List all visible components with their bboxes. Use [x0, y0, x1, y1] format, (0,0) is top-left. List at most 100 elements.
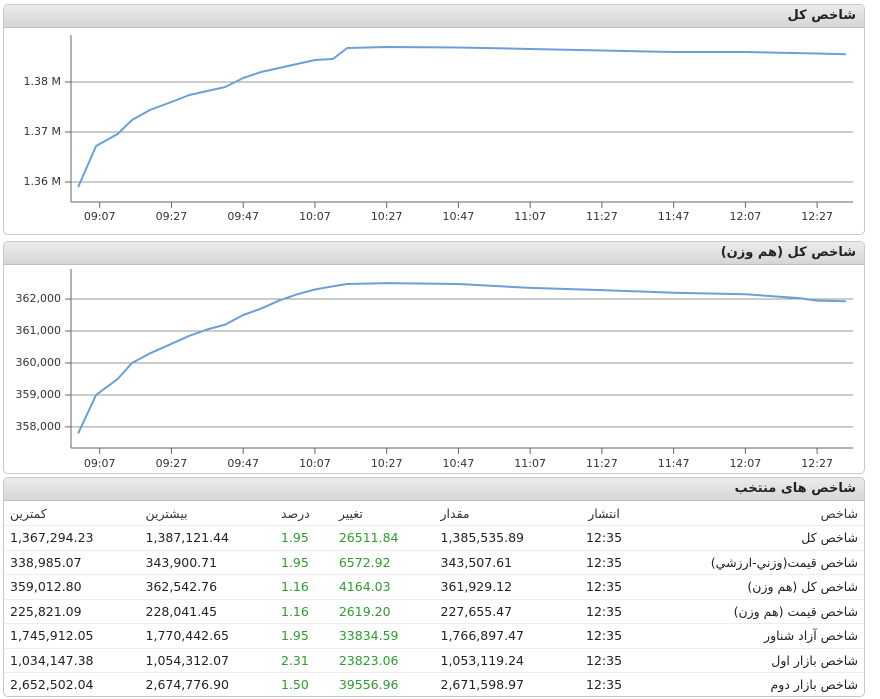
table-cell: 39556.96: [332, 672, 435, 696]
index-table: شاخص انتشار مقدار تغییر درصد بیشترین کمترین شاخ…: [4, 501, 864, 696]
table-cell: 2619.20: [332, 598, 435, 624]
x-tick-label: 12:27: [801, 457, 833, 470]
x-tick-label: 11:27: [586, 457, 618, 470]
y-tick-label: 361,000: [16, 324, 62, 337]
table-panel: شاخص های منتخب شاخص انتشار مقدار تغییر درصد ب…: [3, 477, 865, 697]
table-cell: 1,367,294.23: [4, 525, 140, 550]
x-tick-label: 10:47: [443, 210, 475, 223]
table-cell: 1,053,119.24: [434, 647, 570, 673]
table-cell: 1.50: [275, 672, 333, 696]
y-tick-label: 1.37 M: [24, 125, 61, 138]
table-cell: 225,821.09: [4, 598, 140, 624]
table-row: شاخص بازار دوم 12:35 2,671,598.97 39556.96 1…: [4, 672, 864, 696]
table-cell: 1,766,897.47: [434, 623, 570, 648]
table-cell: 26511.84: [332, 525, 435, 550]
x-tick-label: 09:27: [156, 210, 188, 223]
table-cell: 359,012.80: [4, 574, 140, 599]
x-tick-label: 10:07: [299, 457, 331, 470]
table-cell: 1,385,535.89: [434, 525, 570, 550]
table-cell: 2,671,598.97: [434, 672, 570, 696]
table-cell: 1,745,912.05: [4, 623, 140, 648]
x-tick-label: 12:27: [801, 210, 833, 223]
table-cell: شاخص قیمت (هم وزن): [638, 598, 864, 624]
x-tick-label: 11:47: [658, 457, 690, 470]
table-cell: 6572.92: [332, 549, 435, 575]
table-cell: 12:35: [569, 672, 639, 696]
series-line: [77, 282, 846, 434]
table-cell: 228,041.45: [139, 598, 275, 624]
x-tick-label: 09:07: [84, 210, 116, 223]
table-cell: 338,985.07: [4, 549, 140, 575]
table-cell: 12:35: [569, 598, 639, 624]
table-cell: 12:35: [569, 623, 639, 648]
table-cell: شاخص بازار دوم: [638, 672, 864, 696]
chart-panel: شاخص کل 1.36 M 1.37 M 1.38 M 09:07 09:27 09:4…: [3, 4, 865, 235]
table-cell: 2.31: [275, 647, 333, 673]
table-cell: 33834.59: [332, 623, 435, 648]
table-cell: شاخص آزاد شناور: [638, 623, 864, 648]
column-header: انتشار: [588, 505, 620, 521]
table-cell: 343,900.71: [139, 549, 275, 575]
table-cell: 1,387,121.44: [139, 525, 275, 550]
table-row: شاخص بازار اول 12:35 1,053,119.24 23823.06 2…: [4, 647, 864, 673]
table-cell: 1,770,442.65: [139, 623, 275, 648]
panel-title: شاخص کل: [4, 5, 864, 28]
column-header: شاخص: [820, 505, 858, 521]
table-cell: 1.16: [275, 598, 333, 624]
table-cell: شاخص کل (هم وزن): [638, 574, 864, 599]
table-cell: 1.95: [275, 623, 333, 648]
y-tick-label: 1.38 M: [24, 75, 61, 88]
column-header: کمترین: [10, 505, 47, 521]
table-cell: 1,034,147.38: [4, 647, 140, 673]
table-cell: 12:35: [569, 549, 639, 575]
table-cell: 2,652,502.04: [4, 672, 140, 696]
x-tick-label: 10:47: [443, 457, 475, 470]
x-tick-label: 09:47: [227, 210, 259, 223]
table-cell: 362,542.76: [139, 574, 275, 599]
series-line: [77, 46, 846, 188]
column-header: بیشترین: [145, 505, 188, 521]
x-tick-label: 10:27: [371, 210, 403, 223]
y-tick-label: 358,000: [16, 420, 62, 433]
table-cell: 1,054,312.07: [139, 647, 275, 673]
table-row: شاخص آزاد شناور 12:35 1,766,897.47 33834.59…: [4, 623, 864, 648]
table-cell: 1.95: [275, 525, 333, 550]
column-header: تغییر: [338, 505, 363, 521]
y-tick-label: 360,000: [16, 356, 62, 369]
x-tick-label: 12:07: [730, 457, 762, 470]
table-cell: شاخص قیمت(وزني-ارزشي): [638, 549, 864, 575]
chart: 1.36 M 1.37 M 1.38 M 09:07 09:27 09:47 10:07 10…: [24, 35, 853, 223]
x-tick-label: 09:47: [227, 457, 259, 470]
x-tick-label: 10:07: [299, 210, 331, 223]
table-cell: 227,655.47: [434, 598, 570, 624]
table-cell: 12:35: [569, 574, 639, 599]
y-tick-label: 1.36 M: [24, 175, 61, 188]
table-cell: 1.16: [275, 574, 333, 599]
table-row: شاخص قیمت (هم وزن) 12:35 227,655.47 2619.20…: [4, 598, 864, 624]
x-tick-label: 09:07: [84, 457, 116, 470]
x-tick-label: 11:27: [586, 210, 618, 223]
table-cell: 23823.06: [332, 647, 435, 673]
table-cell: شاخص بازار اول: [638, 647, 864, 673]
x-tick-label: 11:07: [514, 457, 546, 470]
table-cell: 12:35: [569, 525, 639, 550]
chart-panel: شاخص کل (هم وزن) 358,000 359,000 360,000 36…: [3, 241, 865, 474]
table-cell: 12:35: [569, 647, 639, 673]
panel-title: شاخص های منتخب: [4, 478, 864, 501]
table-row: شاخص کل 12:35 1,385,535.89 26511.84 1.95 1,38…: [4, 525, 864, 550]
column-header: درصد: [281, 505, 310, 521]
table-cell: 4164.03: [332, 574, 435, 599]
x-tick-label: 11:47: [658, 210, 690, 223]
table-row: شاخص قیمت(وزني-ارزشي) 12:35 343,507.61 6572…: [4, 549, 864, 575]
x-tick-label: 12:07: [730, 210, 762, 223]
table-cell: شاخص کل: [638, 525, 864, 550]
x-tick-label: 09:27: [156, 457, 188, 470]
x-tick-label: 11:07: [514, 210, 546, 223]
x-tick-label: 10:27: [371, 457, 403, 470]
chart: 358,000 359,000 360,000 361,000 362,000 09:07…: [16, 269, 853, 470]
panel-title: شاخص کل (هم وزن): [4, 242, 864, 265]
table-cell: 343,507.61: [434, 549, 570, 575]
y-tick-label: 359,000: [16, 388, 62, 401]
table-row: شاخص کل (هم وزن) 12:35 361,929.12 4164.03 1.…: [4, 574, 864, 599]
table-cell: 1.95: [275, 549, 333, 575]
